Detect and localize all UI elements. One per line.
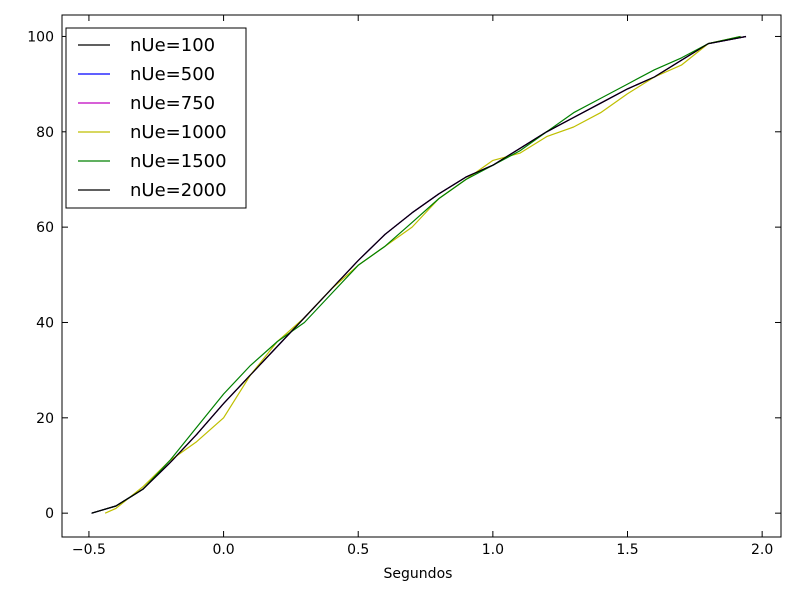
- x-tick-label: 1.0: [482, 542, 504, 558]
- y-tick-label: 80: [36, 125, 54, 141]
- ticks-layer: −0.5 0.0 0.5 1.0 1.5 2.0 0 20 40 60 80 100: [27, 15, 781, 558]
- legend-label-2: nUe=750: [130, 93, 215, 114]
- legend-label-0: nUe=100: [130, 35, 215, 56]
- legend-label-3: nUe=1000: [130, 122, 227, 143]
- y-tick-label: 40: [36, 315, 54, 331]
- legend-label-4: nUe=1500: [130, 151, 227, 172]
- legend-box: [65, 27, 247, 209]
- legend: nUe=100 nUe=500 nUe=750 nUe=1000 nUe=1500 nUe…: [65, 27, 247, 209]
- series-line-4: [91, 35, 741, 514]
- series-line-5: [91, 35, 747, 514]
- x-axis-label: Segundos: [384, 566, 453, 582]
- series-layer: [91, 35, 747, 514]
- y-tick-label: 100: [27, 29, 54, 45]
- legend-label-5: nUe=2000: [130, 180, 227, 201]
- x-tick-label: 1.5: [616, 542, 638, 558]
- series-line-3: [104, 35, 741, 514]
- x-tick-label: −0.5: [72, 542, 106, 558]
- y-tick-label: 20: [36, 411, 54, 427]
- y-tick-label: 60: [36, 220, 54, 236]
- x-tick-label: 2.0: [751, 542, 773, 558]
- x-tick-label: 0.0: [212, 542, 234, 558]
- y-tick-label: 0: [45, 506, 54, 522]
- plot-frame: [61, 14, 782, 538]
- legend-label-1: nUe=500: [130, 64, 215, 85]
- x-tick-label: 0.5: [347, 542, 369, 558]
